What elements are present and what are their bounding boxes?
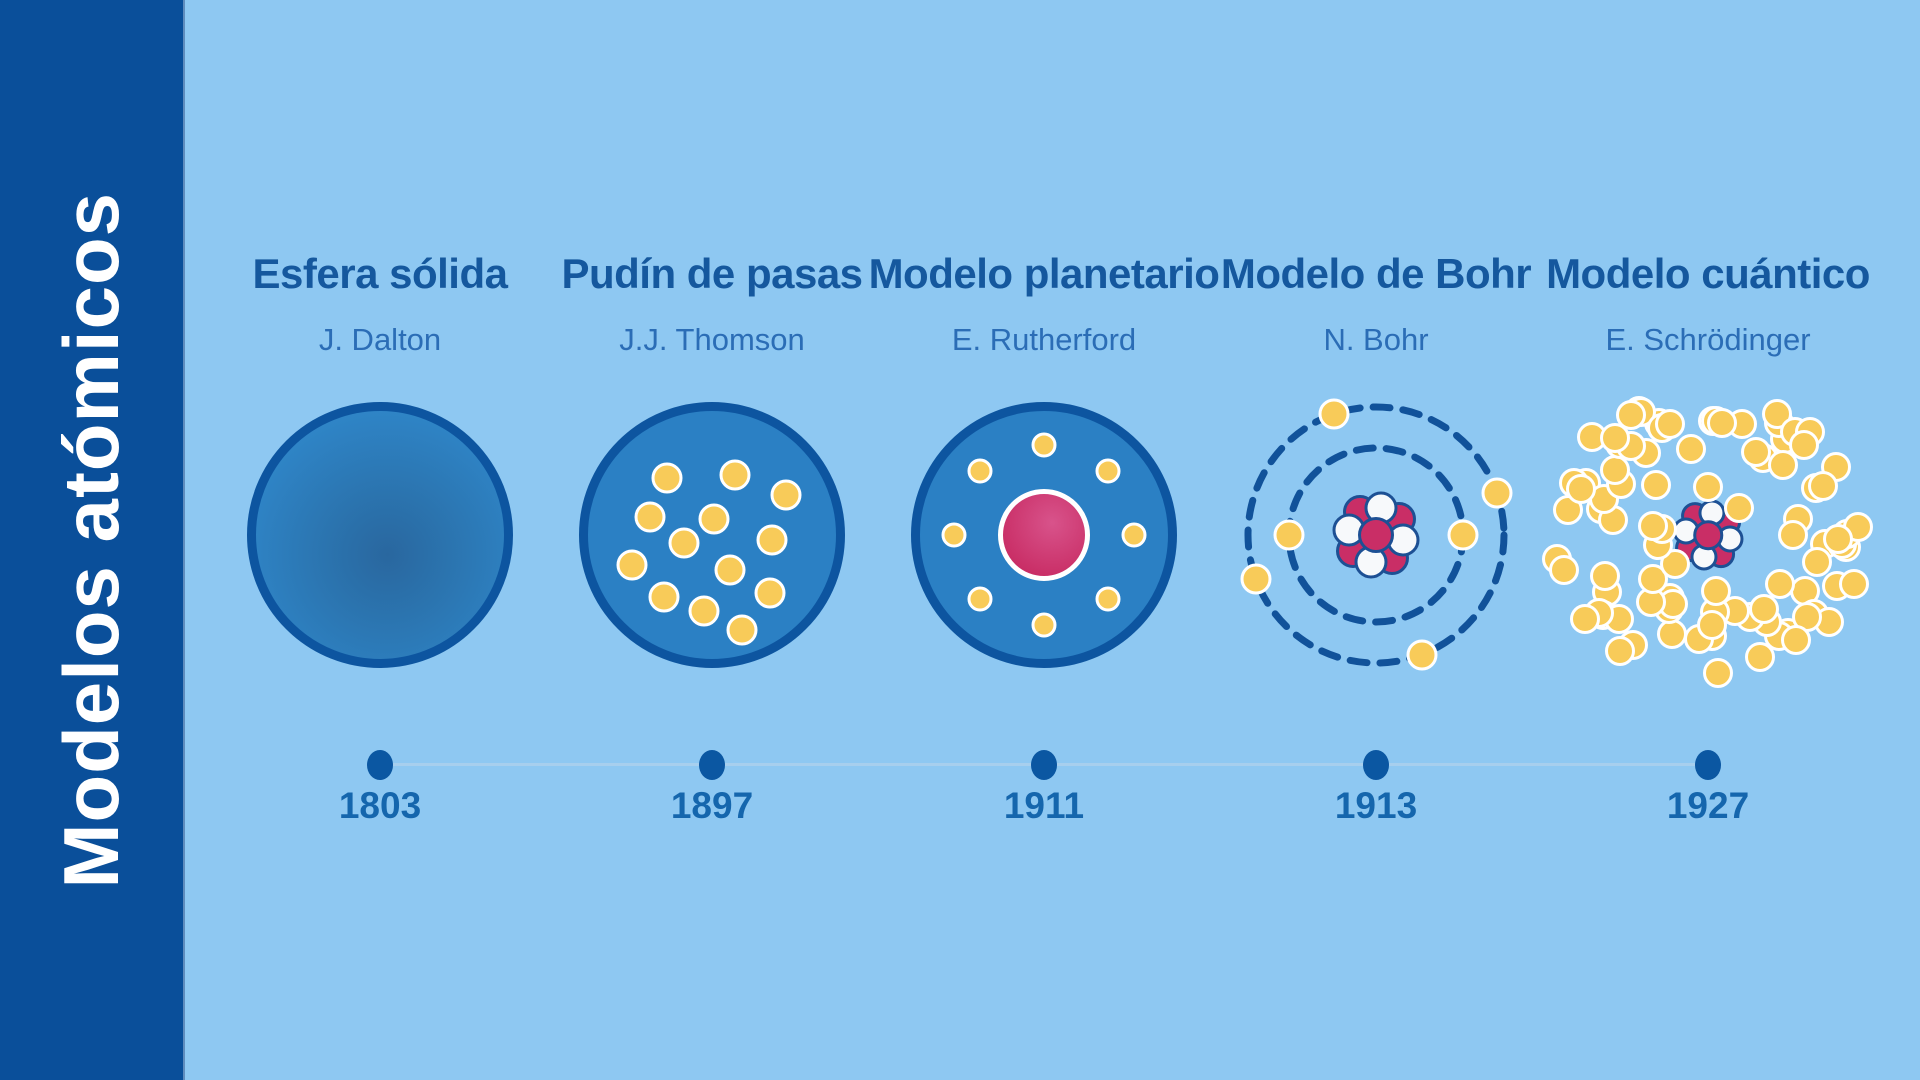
electron-dot xyxy=(1616,399,1647,430)
atom-sphere xyxy=(579,402,845,668)
electron-dot xyxy=(967,458,993,484)
electron-dot xyxy=(1548,555,1579,586)
electron-dot xyxy=(1745,641,1776,672)
rutherford-planetary-diagram xyxy=(874,365,1214,705)
electron-dot xyxy=(1660,549,1691,580)
electron-dot xyxy=(688,595,720,627)
timeline-year: 1911 xyxy=(1003,785,1085,826)
electron-dot xyxy=(726,614,758,646)
quantum-cloud-diagram xyxy=(1538,365,1878,705)
electron-dot xyxy=(967,586,993,612)
electron-dot xyxy=(651,462,683,494)
timeline-year: 1927 xyxy=(1666,785,1750,826)
timeline-dot xyxy=(1031,750,1057,780)
electron-dot xyxy=(770,479,802,511)
electron-dot xyxy=(1031,432,1057,458)
electron-dot xyxy=(1590,561,1621,592)
model-title: Pudín de pasas xyxy=(561,250,863,297)
electron-dot xyxy=(1801,546,1832,577)
electron-dot xyxy=(1697,610,1728,641)
electron-dot xyxy=(1406,639,1438,671)
page-title: Modelos atómicos xyxy=(47,191,135,889)
sidebar: Modelos atómicos xyxy=(0,0,185,1080)
electron-dot xyxy=(756,524,788,556)
model-scientist: N. Bohr xyxy=(1323,322,1429,357)
model-column-rutherford: Modelo planetario E. Rutherford xyxy=(869,0,1220,1080)
electron-dot xyxy=(668,527,700,559)
electron-dot xyxy=(1604,635,1635,666)
model-scientist: E. Schrödinger xyxy=(1605,322,1811,357)
electron-dot xyxy=(714,554,746,586)
electron-dot xyxy=(1778,520,1808,550)
model-title: Esfera sólida xyxy=(252,250,508,297)
model-scientist: J.J. Thomson xyxy=(619,322,805,357)
bohr-orbit-diagram xyxy=(1206,365,1546,705)
model-title: Modelo cuántico xyxy=(1546,250,1870,297)
electron-dot xyxy=(698,503,730,535)
electron-dot xyxy=(1658,588,1689,619)
electron-dot xyxy=(1570,604,1601,635)
solid-sphere xyxy=(247,402,513,668)
electron-dot xyxy=(1121,522,1147,548)
electron-dot xyxy=(1566,474,1597,504)
electron-dot xyxy=(1240,563,1272,595)
electron-dot xyxy=(1447,519,1479,551)
timeline-dot xyxy=(699,750,725,780)
electron-dot xyxy=(1603,604,1634,635)
electron-dot xyxy=(1640,470,1671,501)
thomson-plum-pudding-diagram xyxy=(542,365,882,705)
model-scientist: E. Rutherford xyxy=(951,322,1137,357)
model-title: Modelo de Bohr xyxy=(1220,250,1532,297)
electron-dot xyxy=(1095,458,1121,484)
timeline-dot xyxy=(1363,750,1389,780)
electron-dot xyxy=(1724,492,1755,523)
electron-dot xyxy=(941,522,967,548)
electron-dot xyxy=(1768,450,1799,481)
electron-dot xyxy=(1638,511,1669,542)
nucleus-core xyxy=(1693,520,1723,550)
model-column-bohr: Modelo de Bohr N. Bohr xyxy=(1210,0,1542,1080)
nucleus-core xyxy=(1358,517,1394,553)
electron-dot xyxy=(1654,409,1685,440)
electron-dot xyxy=(1707,408,1738,439)
model-column-thomson: Pudín de pasas J.J. Thomson xyxy=(546,0,878,1080)
electron-dot xyxy=(1676,433,1707,464)
electron-dot xyxy=(1838,568,1869,599)
electron-dot xyxy=(1273,519,1305,551)
electron-dot xyxy=(1808,471,1839,502)
orbit-ring xyxy=(1244,403,1508,667)
electron-dot xyxy=(1703,658,1734,689)
electron-dot xyxy=(1764,568,1795,599)
electron-dot xyxy=(634,501,666,533)
electron-dot xyxy=(1823,524,1854,555)
timeline-year: 1913 xyxy=(1334,785,1418,826)
model-title: Modelo planetario xyxy=(868,250,1220,297)
electron-dot xyxy=(1693,472,1723,502)
electron-dot xyxy=(754,577,786,609)
timeline-dot xyxy=(367,750,393,780)
electron-dot xyxy=(1095,586,1121,612)
electron-dot xyxy=(1748,593,1779,624)
electron-dot xyxy=(1031,612,1057,638)
dalton-solid-sphere-diagram xyxy=(210,365,550,705)
electron-dot xyxy=(1481,477,1513,509)
nucleus xyxy=(998,489,1090,581)
model-column-schrodinger: Modelo cuántico E. Schrödinger xyxy=(1541,0,1874,1080)
model-column-dalton: Esfera sólida J. Dalton xyxy=(214,0,546,1080)
electron-dot xyxy=(1701,576,1731,606)
timeline-year: 1897 xyxy=(670,785,754,826)
electron-dot xyxy=(616,549,648,581)
timeline-dot xyxy=(1695,750,1721,780)
electron-dot xyxy=(1781,625,1812,656)
electron-dot xyxy=(1318,398,1350,430)
electron-dot xyxy=(719,459,751,491)
model-scientist: J. Dalton xyxy=(318,322,442,357)
timeline-year: 1803 xyxy=(338,785,422,826)
electron-dot xyxy=(1740,436,1771,467)
electron-dot xyxy=(648,581,680,613)
